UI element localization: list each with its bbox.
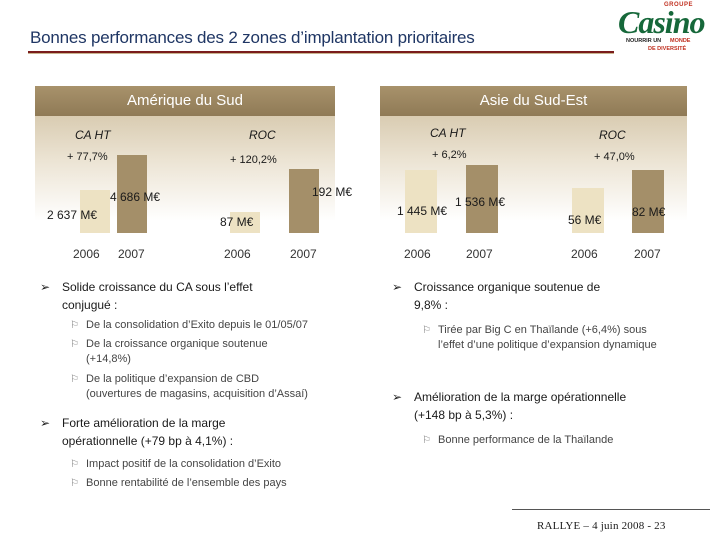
sea-roc-label: ROC bbox=[599, 128, 626, 142]
sa-sub-bullet-2: ⚐ De la croissance organique soutenue (+… bbox=[70, 337, 366, 367]
sa-ca-bar-2006 bbox=[80, 190, 110, 233]
sea-roc-year-2007: 2007 bbox=[634, 247, 661, 261]
logo-wordmark: Casino bbox=[618, 4, 705, 40]
flag-bullet-icon: ⚐ bbox=[70, 339, 79, 350]
sa-sub-bullet-5: ⚐ Bonne rentabilité de l’ensemble des pa… bbox=[70, 476, 366, 491]
sea-sub-2-line1: Bonne performance de la Thaïlande bbox=[438, 434, 614, 446]
sea-sub-1-line2: l’effet d’une politique d’expansion dyna… bbox=[438, 339, 657, 351]
sa-bullet-1-line1: Solide croissance du CA sous l’effet bbox=[62, 280, 253, 294]
sea-roc-value-2006: 56 M€ bbox=[568, 213, 602, 227]
sea-sub-bullet-2: ⚐ Bonne performance de la Thaïlande bbox=[422, 433, 708, 448]
sea-ca-value-2006: 1 445 M€ bbox=[397, 204, 448, 218]
sa-roc-bar-2007 bbox=[289, 169, 319, 233]
flag-bullet-icon: ⚐ bbox=[70, 478, 79, 489]
sea-bullet-1-line1: Croissance organique soutenue de bbox=[414, 280, 601, 294]
arrow-bullet-icon: ➢ bbox=[40, 416, 51, 430]
sa-roc-bar-2006 bbox=[230, 212, 260, 233]
sea-ca-year-2007: 2007 bbox=[466, 247, 493, 261]
sa-sub-bullet-3: ⚐ De la politique d’expansion de CBD (ou… bbox=[70, 372, 366, 402]
logo-tagline-a: NOURRIR UN bbox=[626, 38, 662, 44]
flag-bullet-icon: ⚐ bbox=[422, 325, 431, 336]
sa-roc-label: ROC bbox=[249, 128, 276, 142]
footer-rule bbox=[512, 509, 710, 510]
sea-roc-bar-2006 bbox=[572, 188, 604, 233]
sa-bullet-2-line2: opérationnelle (+79 bp à 4,1%) : bbox=[62, 434, 234, 448]
sa-bullet-2: ➢ Forte amélioration de la marge opérati… bbox=[40, 414, 362, 450]
sa-bullet-1-line2: conjugué : bbox=[62, 298, 118, 312]
arrow-bullet-icon: ➢ bbox=[40, 280, 51, 294]
sa-ca-year-2007: 2007 bbox=[118, 247, 145, 261]
flag-bullet-icon: ⚐ bbox=[70, 459, 79, 470]
sa-sub-3-line1: De la politique d’expansion de CBD bbox=[86, 373, 260, 385]
casino-logo: GROUPE Casino NOURRIR UN MONDE DE DIVERS… bbox=[616, 2, 716, 52]
sa-ca-value-2007: 4 686 M€ bbox=[110, 190, 161, 204]
sa-roc-year-2007: 2007 bbox=[290, 247, 317, 261]
sa-sub-2-line1: De la croissance organique soutenue bbox=[86, 338, 268, 350]
sa-sub-5-line1: Bonne rentabilité de l’ensemble des pays bbox=[86, 477, 287, 489]
sa-ca-value-2006: 2 637 M€ bbox=[47, 208, 98, 222]
sa-ca-growth: + 77,7% bbox=[67, 151, 108, 163]
title-underline bbox=[28, 51, 614, 53]
sa-ca-year-2006: 2006 bbox=[73, 247, 100, 261]
sa-sub-bullet-1: ⚐ De la consolidation d’Exito depuis le … bbox=[70, 318, 366, 333]
sa-sub-bullet-4: ⚐ Impact positif de la consolidation d’E… bbox=[70, 457, 366, 472]
logo-groupe-text: GROUPE bbox=[664, 2, 694, 8]
sa-ca-bar-2007 bbox=[117, 155, 147, 233]
sea-bullet-2-line2: (+148 bp à 5,3%) : bbox=[414, 408, 514, 422]
sa-sub-1-line1: De la consolidation d’Exito depuis le 01… bbox=[86, 319, 308, 331]
sea-ca-bar-2007 bbox=[466, 165, 498, 233]
sea-bullet-2: ➢ Amélioration de la marge opérationnell… bbox=[392, 388, 714, 424]
sea-roc-growth: + 47,0% bbox=[594, 151, 635, 163]
sa-sub-3-line2: (ouvertures de magasins, acquisition d’A… bbox=[86, 388, 308, 400]
sea-bullet-2-line1: Amélioration de la marge opérationnelle bbox=[414, 390, 627, 404]
sa-ca-label: CA HT bbox=[75, 128, 111, 142]
footer-text: RALLYE – 4 juin 2008 - 23 bbox=[537, 520, 666, 532]
logo-tagline-b: MONDE bbox=[670, 38, 691, 44]
arrow-bullet-icon: ➢ bbox=[392, 390, 403, 404]
flag-bullet-icon: ⚐ bbox=[422, 435, 431, 446]
sa-roc-value-2007: 192 M€ bbox=[312, 185, 353, 199]
sea-ca-bar-2006 bbox=[405, 170, 437, 233]
sa-roc-year-2006: 2006 bbox=[224, 247, 251, 261]
sea-ca-value-2007: 1 536 M€ bbox=[455, 195, 506, 209]
sa-sub-4-line1: Impact positif de la consolidation d’Exi… bbox=[86, 458, 282, 470]
page-title: Bonnes performances des 2 zones d’implan… bbox=[30, 28, 475, 47]
sa-bullet-2-line1: Forte amélioration de la marge bbox=[62, 416, 226, 430]
logo-tagline-c: DE DIVERSITÉ bbox=[648, 46, 687, 52]
sea-sub-1-line1: Tirée par Big C en Thaïlande (+6,4%) sou… bbox=[438, 324, 647, 336]
sa-roc-growth: + 120,2% bbox=[230, 154, 277, 166]
sea-sub-bullet-1: ⚐ Tirée par Big C en Thaïlande (+6,4%) s… bbox=[422, 323, 708, 353]
flag-bullet-icon: ⚐ bbox=[70, 374, 79, 385]
sea-roc-year-2006: 2006 bbox=[571, 247, 598, 261]
sea-ca-label: CA HT bbox=[430, 126, 466, 140]
sea-bullet-1-line2: 9,8% : bbox=[414, 298, 449, 312]
sea-bullet-1: ➢ Croissance organique soutenue de 9,8% … bbox=[392, 278, 704, 314]
sea-ca-year-2006: 2006 bbox=[404, 247, 431, 261]
flag-bullet-icon: ⚐ bbox=[70, 320, 79, 331]
sa-sub-2-line2: (+14,8%) bbox=[86, 353, 131, 365]
panel-header-south-america: Amérique du Sud bbox=[35, 86, 335, 116]
sea-roc-bar-2007 bbox=[632, 170, 664, 233]
title-underline-shadow bbox=[28, 53, 614, 54]
sea-roc-value-2007: 82 M€ bbox=[632, 205, 666, 219]
panel-header-south-east-asia: Asie du Sud-Est bbox=[380, 86, 687, 116]
sea-ca-growth: + 6,2% bbox=[432, 149, 467, 161]
sa-roc-value-2006: 87 M€ bbox=[220, 215, 254, 229]
arrow-bullet-icon: ➢ bbox=[392, 280, 403, 294]
sa-bullet-1: ➢ Solide croissance du CA sous l’effet c… bbox=[40, 278, 362, 314]
